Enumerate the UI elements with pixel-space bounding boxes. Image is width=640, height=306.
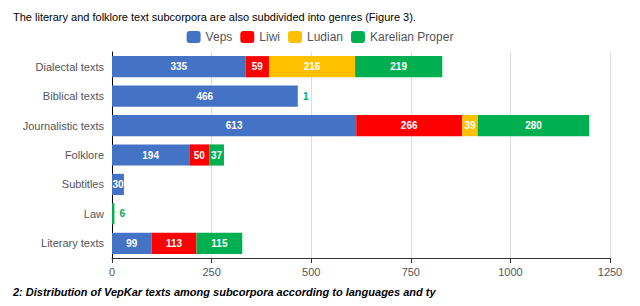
svg-text:Folklore: Folklore xyxy=(65,149,104,161)
svg-text:216: 216 xyxy=(304,61,321,72)
svg-text:6: 6 xyxy=(119,208,125,219)
svg-text:Biblical texts: Biblical texts xyxy=(43,90,105,102)
svg-text:39: 39 xyxy=(464,120,476,131)
svg-text:1: 1 xyxy=(303,91,309,102)
svg-text:113: 113 xyxy=(166,238,183,249)
svg-text:Law: Law xyxy=(84,208,104,220)
svg-text:266: 266 xyxy=(401,120,418,131)
svg-text:Liwi: Liwi xyxy=(259,30,280,44)
svg-text:250: 250 xyxy=(202,266,220,278)
svg-text:613: 613 xyxy=(226,120,243,131)
svg-text:500: 500 xyxy=(302,266,320,278)
svg-text:99: 99 xyxy=(126,238,138,249)
svg-text:2: Distribution of VepKar text: 2: Distribution of VepKar texts among su… xyxy=(12,286,436,298)
svg-text:50: 50 xyxy=(194,150,206,161)
svg-text:Journalistic texts: Journalistic texts xyxy=(23,120,105,132)
svg-text:194: 194 xyxy=(142,150,159,161)
svg-text:466: 466 xyxy=(196,91,213,102)
svg-text:30: 30 xyxy=(112,179,124,190)
svg-text:Veps: Veps xyxy=(206,30,233,44)
svg-text:335: 335 xyxy=(170,61,187,72)
svg-text:280: 280 xyxy=(525,120,542,131)
svg-text:750: 750 xyxy=(402,266,420,278)
svg-text:Ludian: Ludian xyxy=(307,30,343,44)
svg-text:Dialectal texts: Dialectal texts xyxy=(36,61,105,73)
svg-text:115: 115 xyxy=(211,238,228,249)
svg-text:59: 59 xyxy=(252,61,264,72)
svg-text:1250: 1250 xyxy=(598,266,622,278)
svg-text:1000: 1000 xyxy=(498,266,522,278)
svg-text:Literary texts: Literary texts xyxy=(41,237,104,249)
svg-text:37: 37 xyxy=(211,150,223,161)
svg-text:0: 0 xyxy=(109,266,115,278)
svg-text:The literary and folklore text: The literary and folklore text subcorpor… xyxy=(13,11,416,23)
svg-text:Karelian Proper: Karelian Proper xyxy=(370,30,453,44)
svg-text:219: 219 xyxy=(390,61,407,72)
svg-text:Subtitles: Subtitles xyxy=(62,178,105,190)
